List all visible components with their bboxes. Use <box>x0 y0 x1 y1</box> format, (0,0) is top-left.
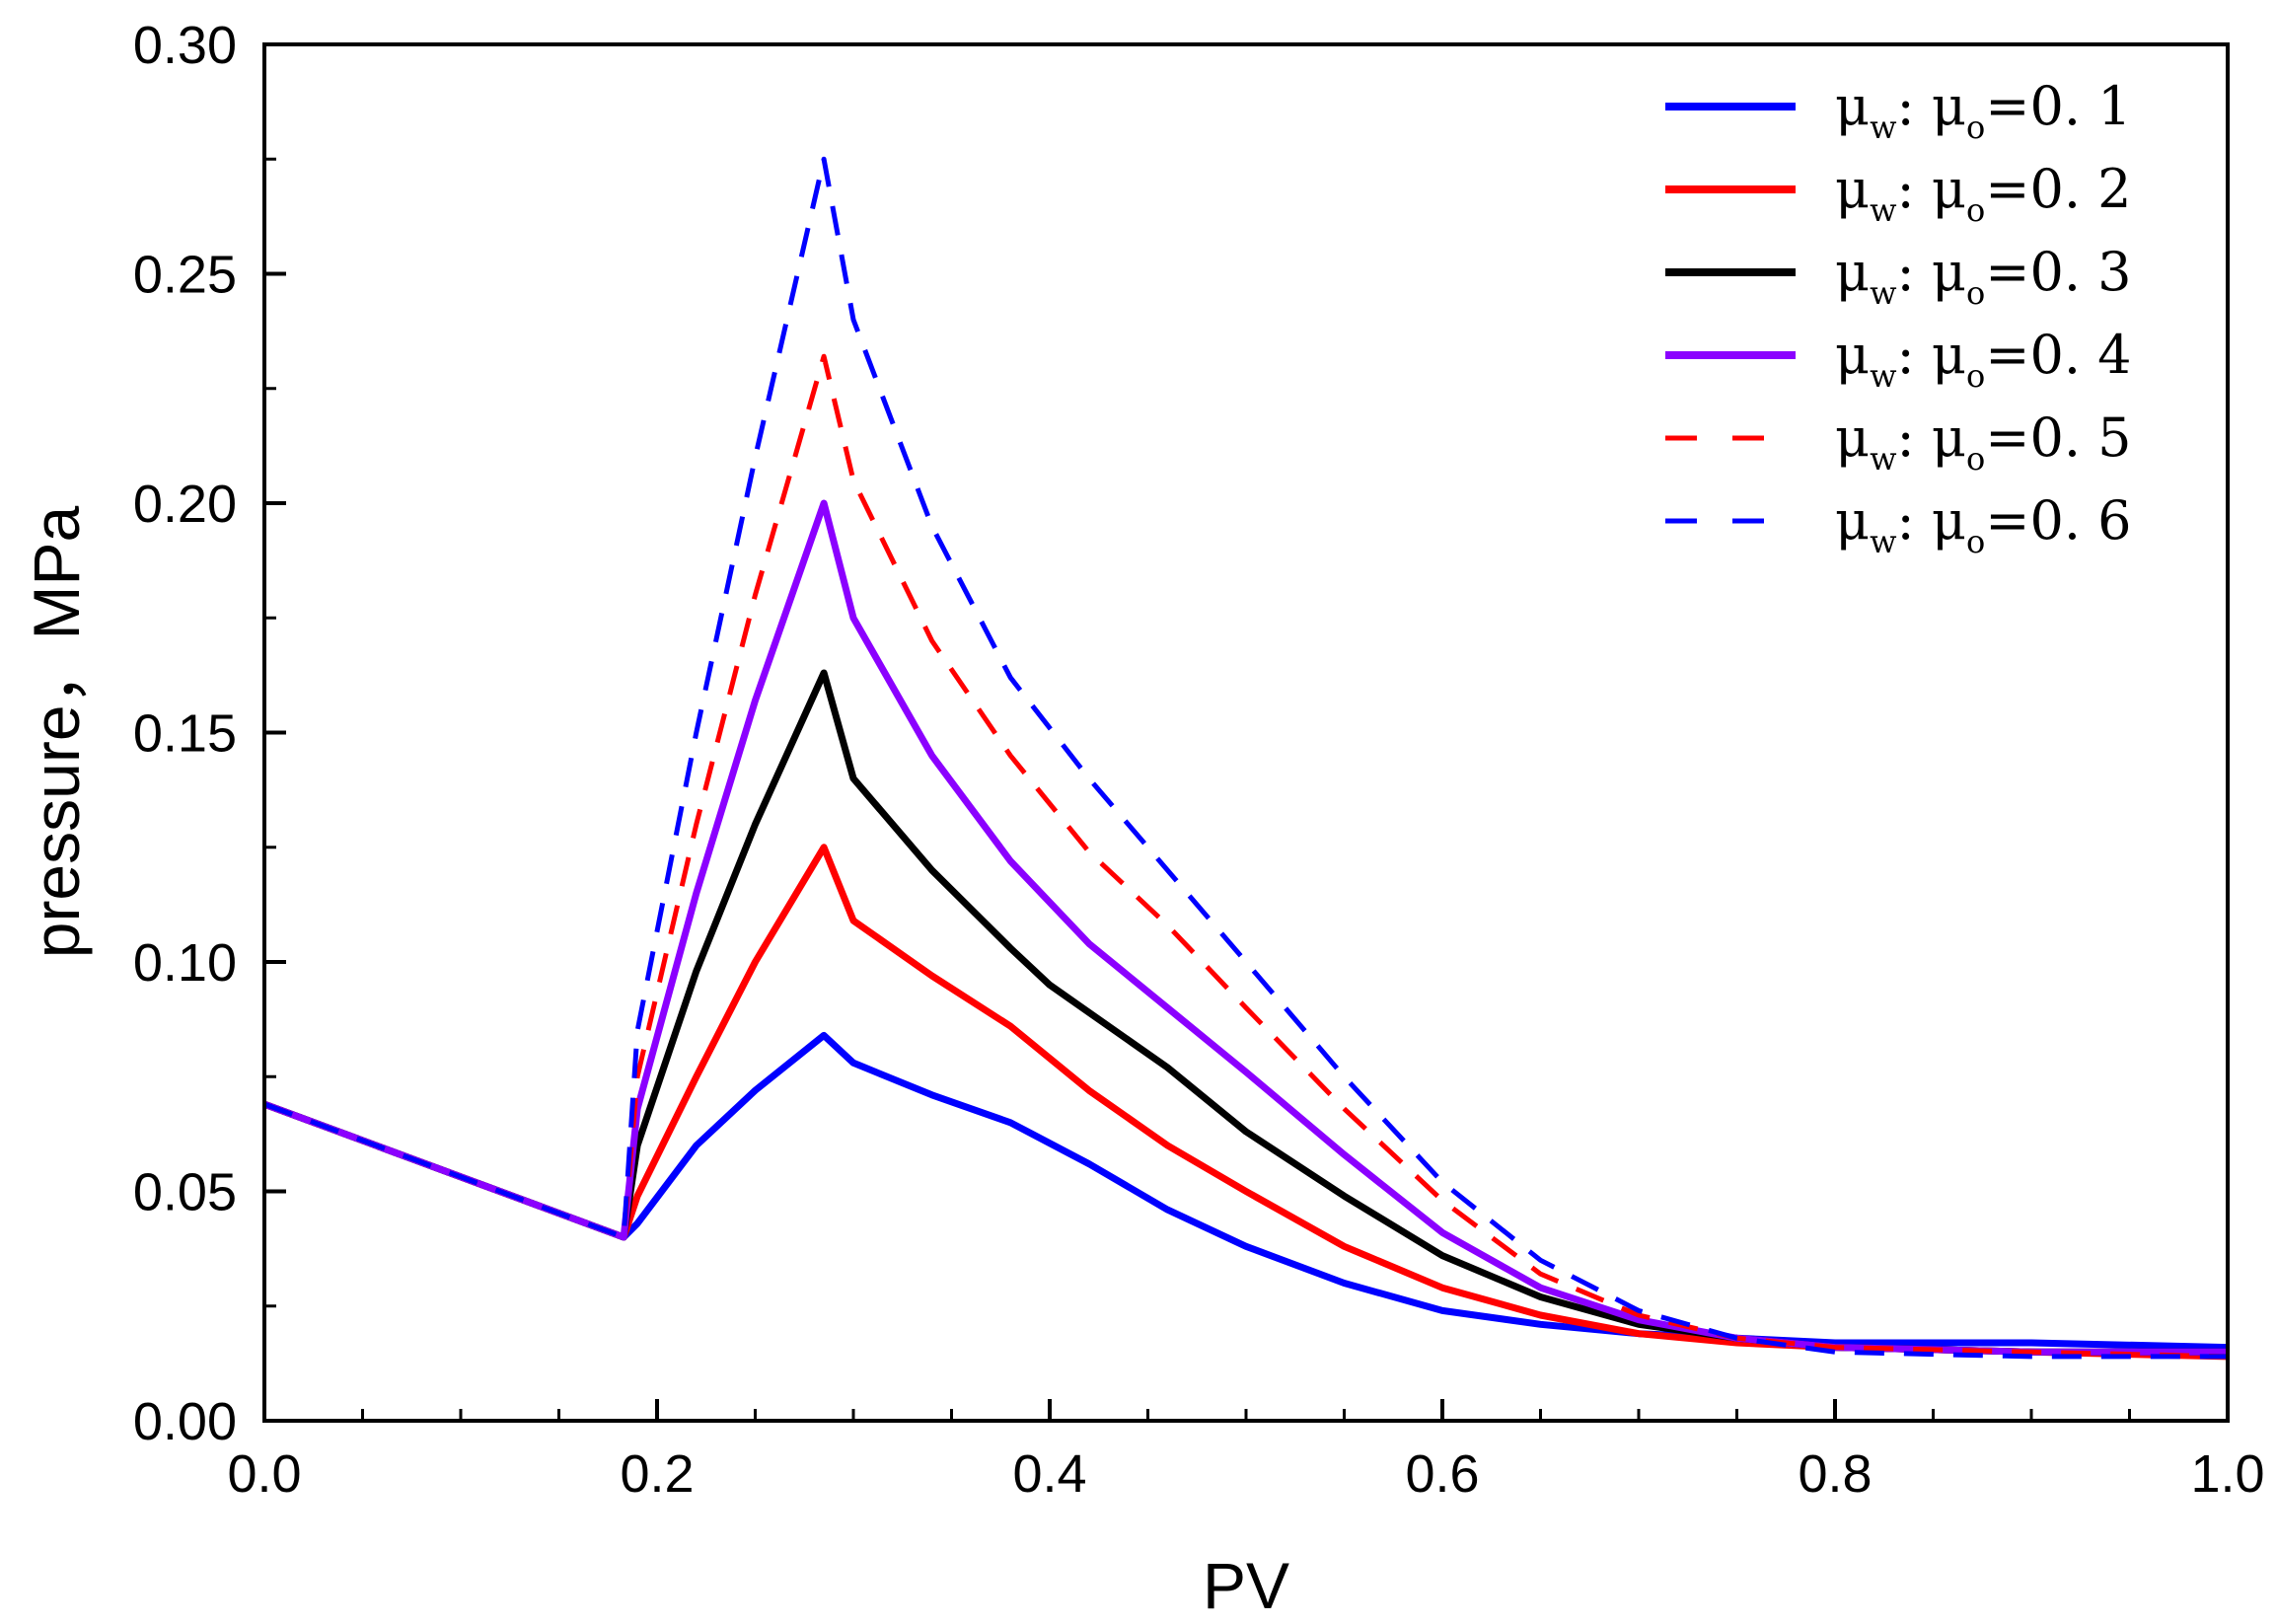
legend-part: μ <box>1915 324 1966 386</box>
legend-part: μ <box>1915 241 1966 303</box>
legend-part: =0. 1 <box>1985 75 2131 137</box>
legend-part: μ <box>1835 324 1870 386</box>
legend-part: w <box>1870 274 1896 312</box>
legend-part: =0. 4 <box>1985 324 2131 386</box>
legend-label-4: μw: μo=0. 4 <box>1835 324 2132 395</box>
legend-part: w <box>1870 357 1896 395</box>
legend-part: =0. 2 <box>1985 158 2131 220</box>
series-line-3 <box>264 669 2228 1356</box>
y-tick-label: 0.05 <box>133 1163 237 1222</box>
series-line-4 <box>264 499 2228 1356</box>
legend-part: w <box>1870 523 1896 560</box>
legend-part: : <box>1897 489 1915 552</box>
x-axis-title: PV <box>1203 1549 1289 1622</box>
legend-part: μ <box>1915 406 1966 469</box>
legend-part: =0. 6 <box>1985 489 2131 552</box>
legend-part: o <box>1966 274 1985 312</box>
ticks-layer: 0.0 0.2 0.4 0.6 0.8 1.0 0.00 0.05 0.10 0.15 0.20 0.… <box>133 16 2265 1504</box>
legend-part: μ <box>1835 489 1870 552</box>
legend-part: o <box>1966 523 1985 560</box>
legend-part: : <box>1897 406 1915 469</box>
legend-part: μ <box>1915 489 1966 552</box>
y-tick-label: 0.00 <box>133 1392 237 1451</box>
y-tick-label: 0.25 <box>133 246 237 305</box>
legend-part: : <box>1897 75 1915 137</box>
y-tick-label: 0.20 <box>133 475 237 534</box>
legend: μw: μo=0. 1μw: μo=0. 2μw: μo=0. 3μw: μo=… <box>1665 75 2132 560</box>
series-line-6 <box>264 156 2228 1360</box>
x-tick-label: 0.2 <box>620 1444 694 1504</box>
x-tick-label: 0.0 <box>227 1444 301 1504</box>
legend-part: μ <box>1915 75 1966 137</box>
x-tick-label: 1.0 <box>2190 1444 2264 1504</box>
y-axis-title: pressure，MPa <box>20 505 93 958</box>
legend-part: μ <box>1835 158 1870 220</box>
legend-part: =0. 5 <box>1985 406 2131 469</box>
legend-part: =0. 3 <box>1985 241 2131 303</box>
legend-label-5: μw: μo=0. 5 <box>1835 406 2132 478</box>
legend-part: μ <box>1915 158 1966 220</box>
legend-part: μ <box>1835 406 1870 469</box>
x-tick-label: 0.8 <box>1798 1444 1872 1504</box>
series-line-2 <box>264 844 2228 1361</box>
legend-part: o <box>1966 357 1985 395</box>
legend-part: : <box>1897 241 1915 303</box>
y-tick-label: 0.10 <box>133 933 237 993</box>
x-tick-label: 0.6 <box>1405 1444 1479 1504</box>
legend-label-3: μw: μo=0. 3 <box>1835 241 2132 312</box>
legend-part: : <box>1897 158 1915 220</box>
series-layer <box>264 156 2228 1361</box>
legend-label-1: μw: μo=0. 1 <box>1835 75 2132 146</box>
legend-part: w <box>1870 440 1896 478</box>
legend-part: μ <box>1835 75 1870 137</box>
legend-label-6: μw: μo=0. 6 <box>1835 489 2132 560</box>
legend-label-2: μw: μo=0. 2 <box>1835 158 2132 229</box>
legend-part: o <box>1966 440 1985 478</box>
legend-part: w <box>1870 191 1896 229</box>
y-tick-label: 0.30 <box>133 16 237 75</box>
legend-part: μ <box>1835 241 1870 303</box>
y-tick-label: 0.15 <box>133 704 237 764</box>
legend-part: o <box>1966 109 1985 146</box>
legend-part: : <box>1897 324 1915 386</box>
x-tick-label: 0.4 <box>1012 1444 1086 1504</box>
legend-part: o <box>1966 191 1985 229</box>
legend-part: w <box>1870 109 1896 146</box>
